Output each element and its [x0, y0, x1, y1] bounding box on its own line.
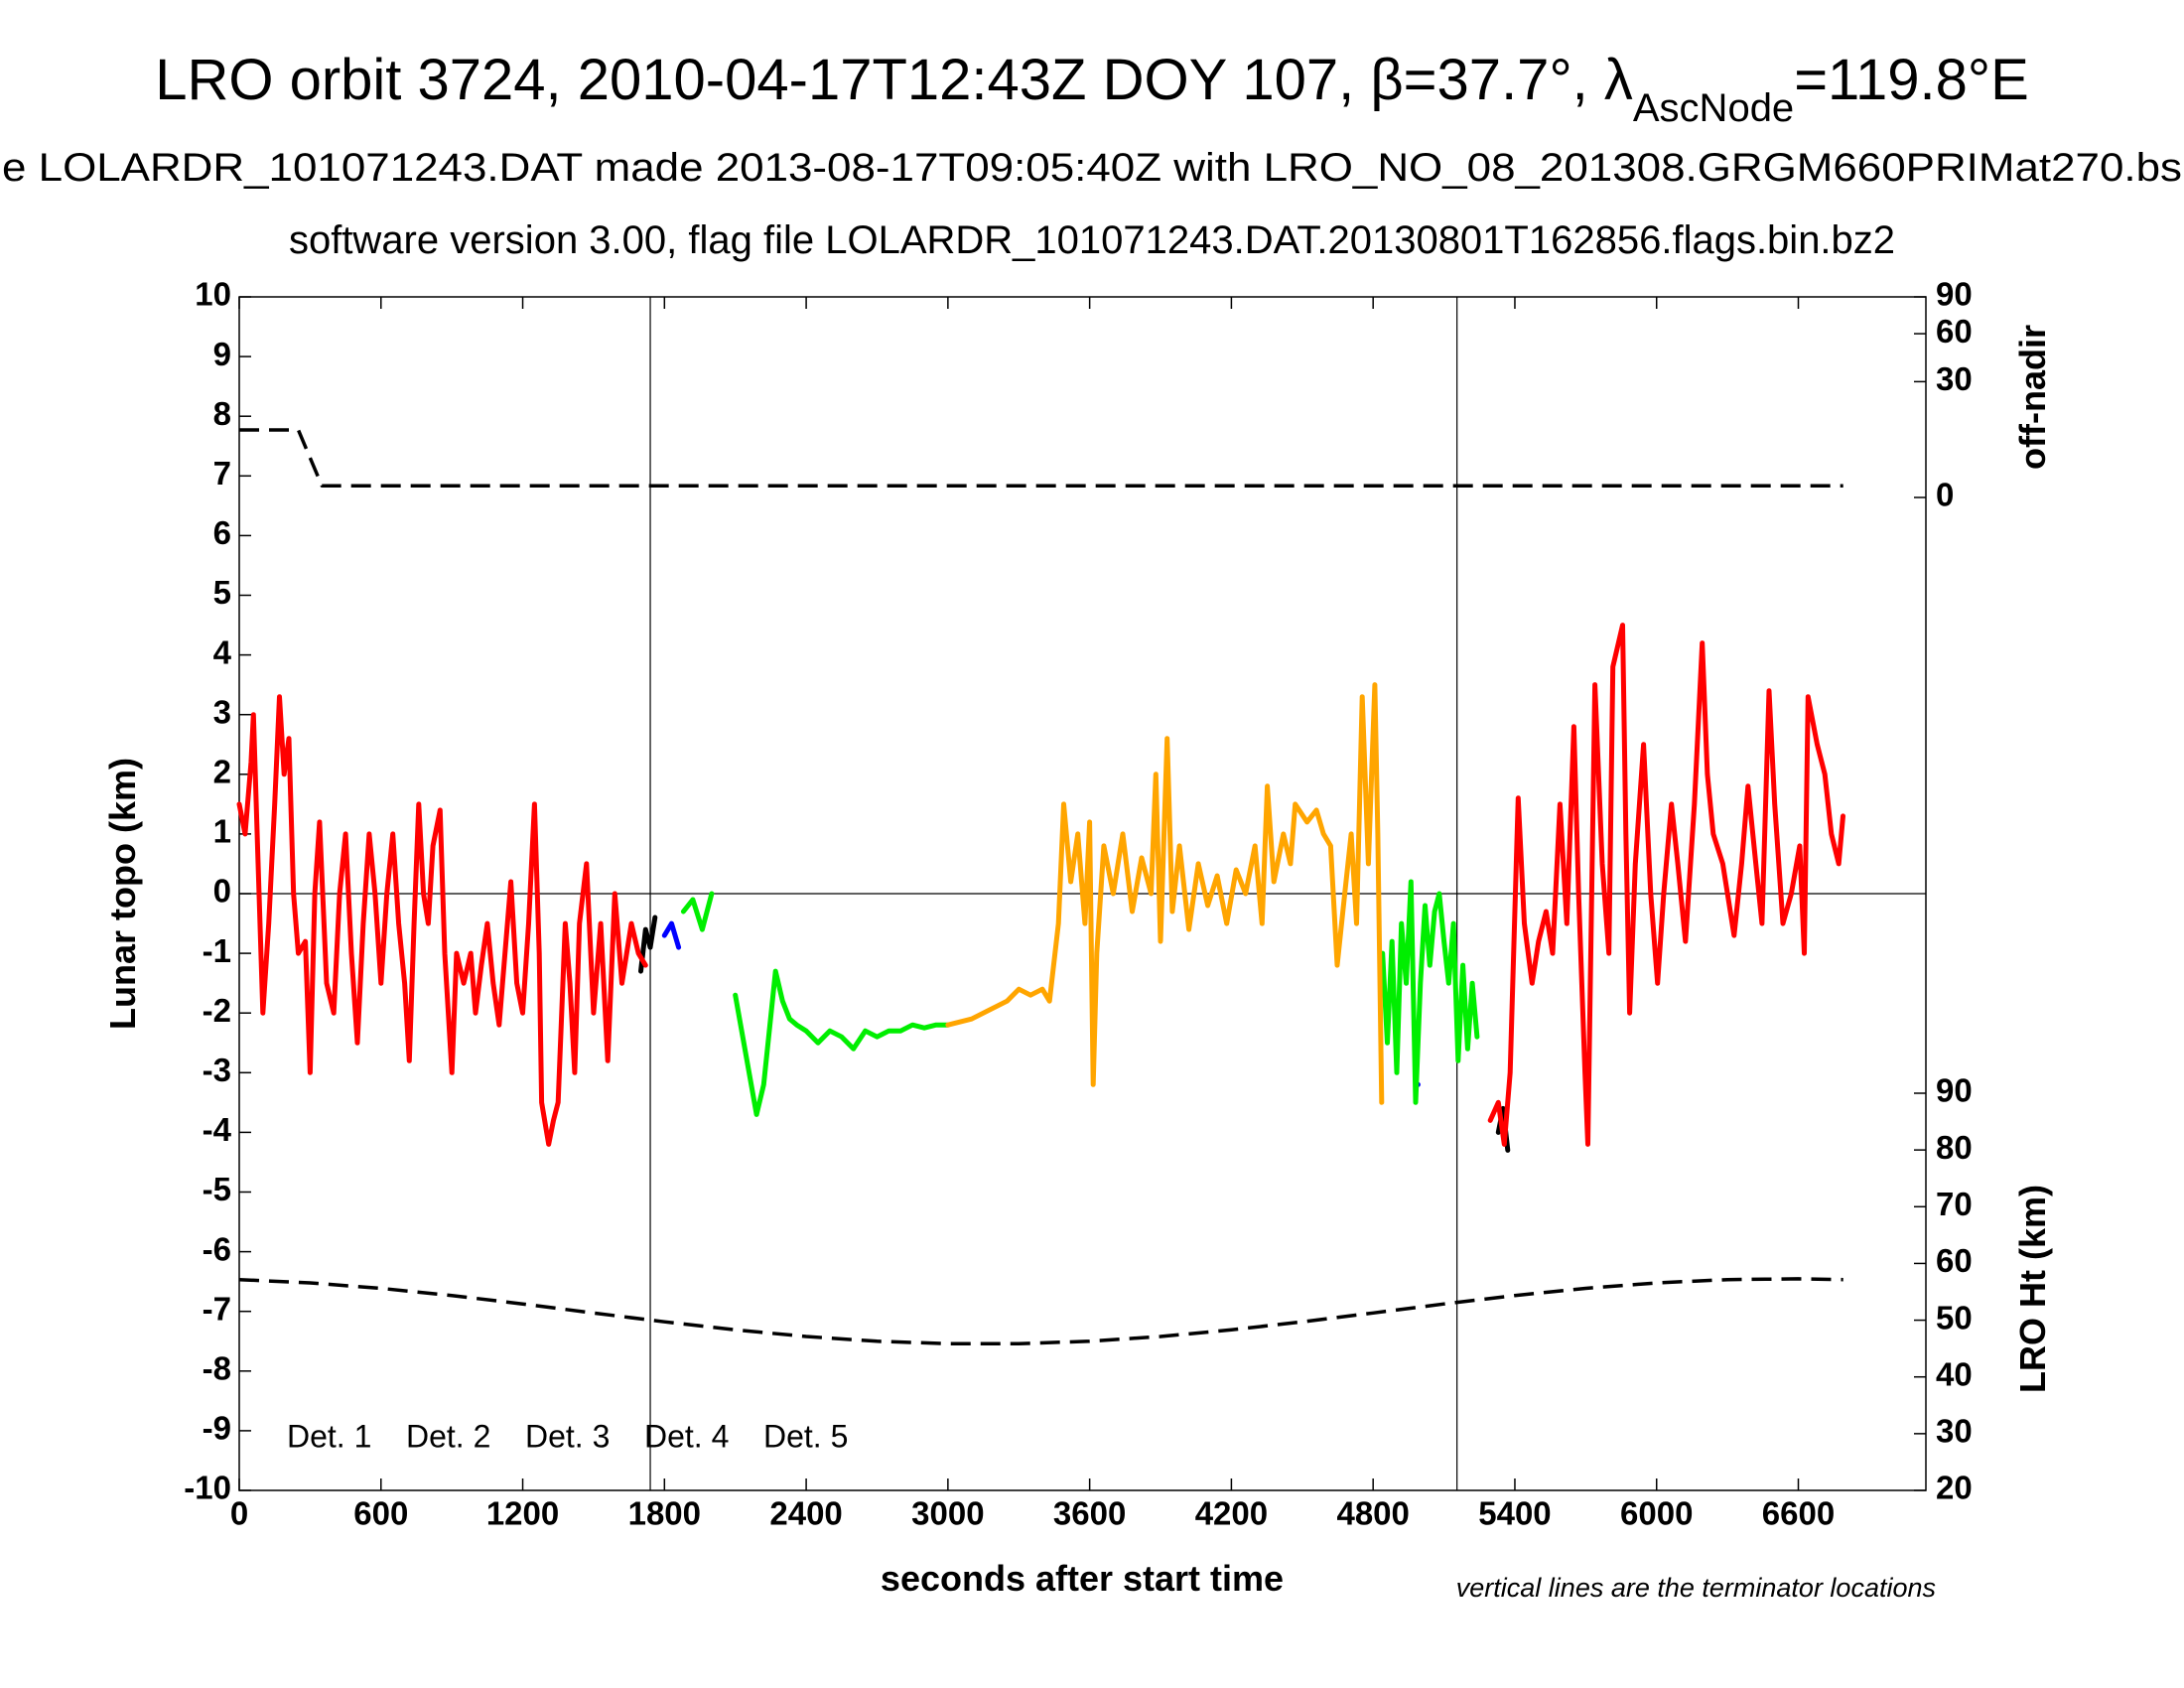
legend-entry: Det. 3	[525, 1418, 610, 1454]
x-tick-label: 5400	[1478, 1495, 1551, 1532]
y-tick-label: 3	[213, 693, 231, 730]
y3-tick-label: 80	[1936, 1129, 1973, 1166]
y3-tick-label: 60	[1936, 1242, 1973, 1279]
x-tick-label: 6000	[1620, 1495, 1693, 1532]
chart-title: LRO orbit 3724, 2010-04-17T12:43Z DOY 10…	[155, 48, 2029, 130]
y-tick-label: 4	[213, 633, 232, 670]
reference-line	[238, 1277, 1843, 1345]
chart-subtitle: software version 3.00, flag file LOLARDR…	[289, 218, 1895, 262]
x-tick-label: 2400	[769, 1495, 842, 1532]
x-tick-label: 1800	[628, 1495, 701, 1532]
y2-axis-label: off-nadir	[2012, 325, 2053, 470]
y2-tick-label: 0	[1936, 477, 1954, 513]
x-tick-label: 6600	[1762, 1495, 1835, 1532]
legend-entry: Det. 4	[644, 1418, 729, 1454]
y3-tick-label: 20	[1936, 1470, 1973, 1506]
x-tick-label: 600	[353, 1495, 408, 1532]
y-tick-label: 6	[213, 514, 231, 551]
y-tick-label: -3	[203, 1052, 231, 1088]
legend-entry: Det. 1	[287, 1418, 371, 1454]
y-tick-label: -10	[184, 1470, 231, 1506]
y-tick-label: -7	[203, 1290, 231, 1327]
x-tick-label: 0	[230, 1495, 248, 1532]
reference-line	[239, 428, 1843, 489]
title-main: LRO orbit 3724, 2010-04-17T12:43Z DOY 10…	[155, 48, 1633, 112]
data-line	[661, 920, 1421, 1087]
y-tick-label: 2	[213, 754, 231, 790]
y-tick-label: -6	[203, 1230, 231, 1267]
data-line	[680, 879, 1480, 1117]
legend-entry: Det. 2	[406, 1418, 490, 1454]
y2-tick-label: 30	[1936, 360, 1973, 397]
x-tick-label: 3000	[911, 1495, 984, 1532]
x-tick-label: 3600	[1053, 1495, 1126, 1532]
y-tick-label: -8	[203, 1350, 231, 1387]
data-line	[236, 623, 1845, 1147]
x-tick-label: 1200	[486, 1495, 559, 1532]
y3-tick-label: 70	[1936, 1186, 1973, 1222]
y-tick-label: 8	[213, 395, 231, 432]
y3-tick-label: 40	[1936, 1355, 1973, 1392]
title-suffix: =119.8°E	[1794, 48, 2029, 112]
data-line	[945, 682, 1385, 1105]
y-tick-label: -4	[203, 1111, 232, 1148]
y-tick-label: 9	[213, 336, 231, 372]
y-axis-label: Lunar topo (km)	[102, 758, 143, 1030]
annotation: vertical lines are the terminator locati…	[1456, 1573, 1936, 1603]
y3-axis-label: LRO Ht (km)	[2012, 1185, 2053, 1393]
y3-tick-label: 90	[1936, 1072, 1973, 1109]
y-tick-label: 0	[213, 873, 231, 910]
legend-entry: Det. 5	[763, 1418, 848, 1454]
y-tick-label: -2	[203, 992, 231, 1029]
chart-subtitle: e LOLARDR_101071243.DAT made 2013-08-17T…	[2, 146, 2182, 190]
x-tick-label: 4800	[1336, 1495, 1409, 1532]
y-tick-label: 1	[213, 813, 231, 850]
y-tick-label: -5	[203, 1171, 231, 1207]
y-tick-label: -1	[203, 932, 231, 969]
y-tick-label: -9	[203, 1410, 231, 1447]
y3-tick-label: 30	[1936, 1413, 1973, 1450]
x-tick-label: 4200	[1195, 1495, 1268, 1532]
x-axis-label: seconds after start time	[881, 1558, 1284, 1599]
y-tick-label: 5	[213, 574, 231, 611]
y2-tick-label: 60	[1936, 313, 1973, 350]
y2-tick-label: 90	[1936, 276, 1973, 313]
y3-tick-label: 50	[1936, 1299, 1973, 1336]
y-tick-label: 7	[213, 455, 231, 492]
title-subscript: AscNode	[1633, 86, 1794, 130]
y-tick-label: 10	[195, 276, 231, 313]
